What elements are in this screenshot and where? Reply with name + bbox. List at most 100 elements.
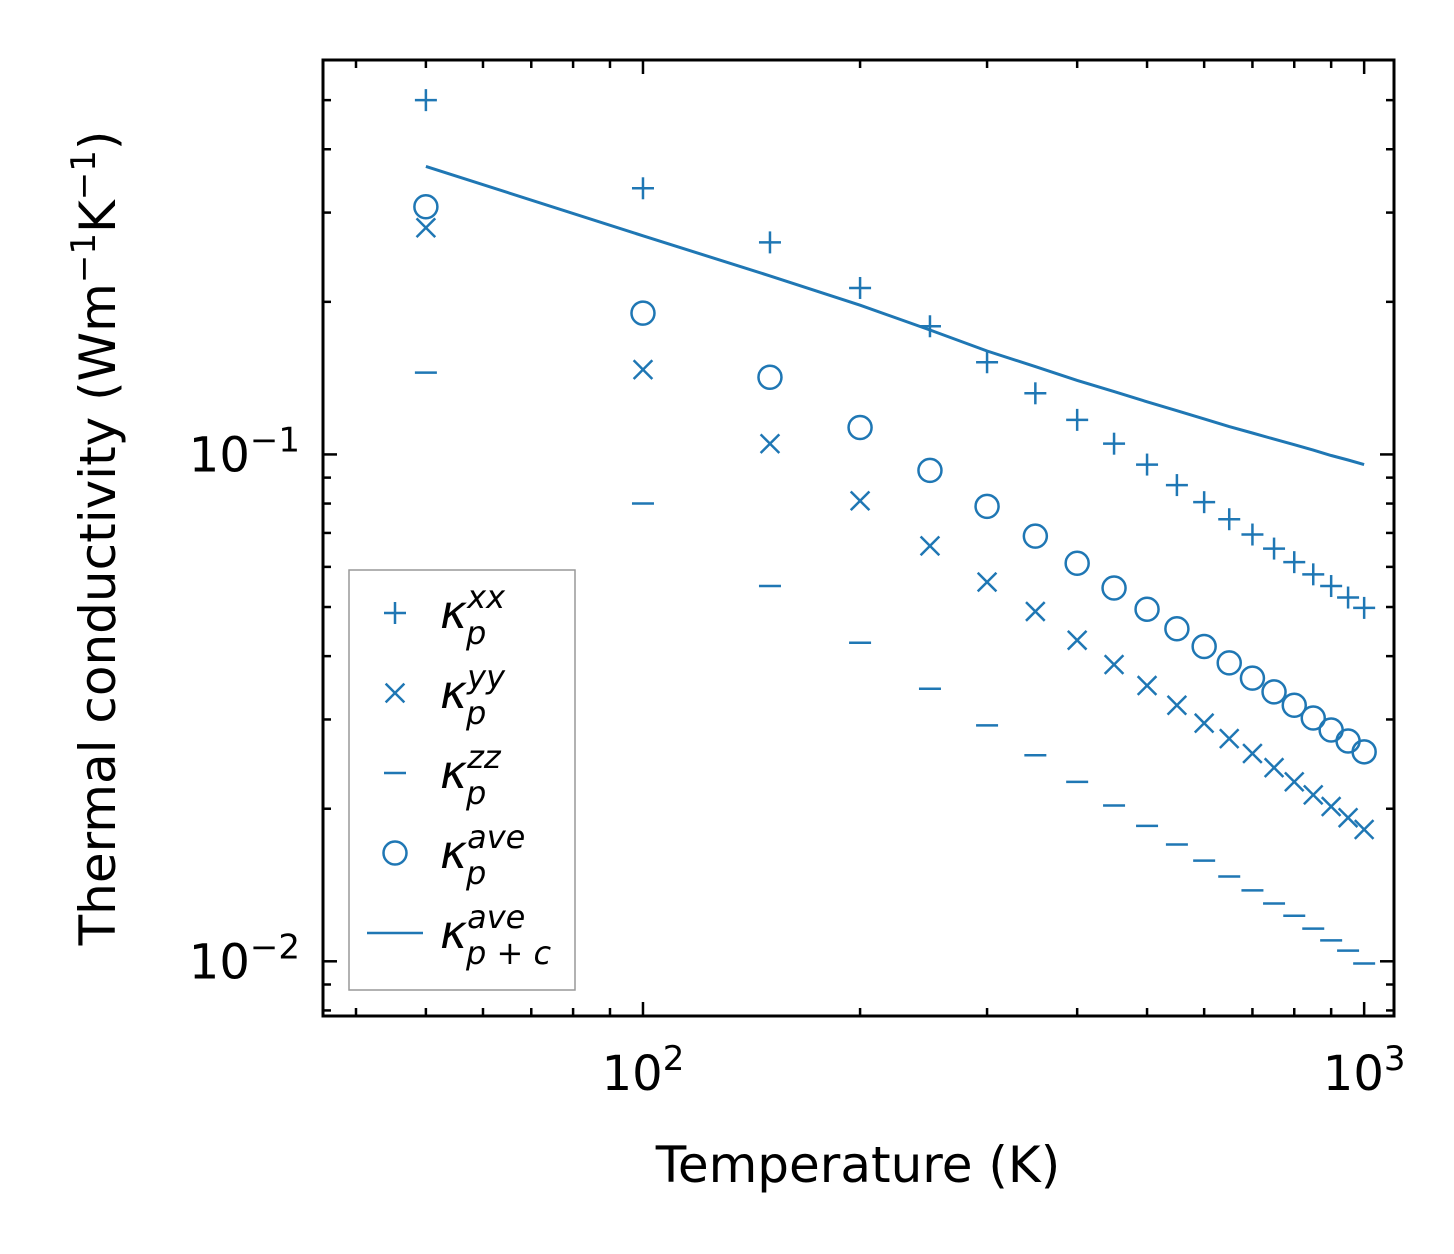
x-axis-label: Temperature (K)	[655, 1136, 1060, 1194]
point-kyy-d2	[1284, 771, 1305, 793]
legend-superscript: ave	[467, 898, 525, 936]
point-kyy	[1303, 784, 1324, 806]
point-kxx	[1066, 408, 1089, 431]
point-kyy-d2	[976, 571, 998, 593]
point-kave-c	[1064, 550, 1090, 576]
point-kyy-d2	[759, 433, 781, 454]
point-kave-c	[1239, 665, 1266, 691]
point-kyy	[976, 571, 998, 593]
point-kxx	[1024, 382, 1047, 405]
point-kave	[1022, 523, 1049, 549]
legend-marker-kave	[382, 840, 408, 866]
series-kyy	[415, 217, 1375, 840]
point-kave-c	[1216, 650, 1242, 676]
point-kyy	[1103, 654, 1125, 675]
point-kyy	[1263, 757, 1285, 778]
point-kave-c	[847, 414, 873, 441]
point-kyy-d2	[1303, 784, 1324, 806]
x-tick-label-base: 10	[602, 1046, 663, 1102]
point-kave-c	[1164, 615, 1190, 642]
y-tick-label-exp: −1	[250, 420, 300, 460]
point-kxx	[849, 276, 872, 299]
point-kave-c	[1281, 692, 1308, 719]
point-kave-c	[1191, 633, 1217, 660]
point-kxx	[758, 231, 781, 254]
y-axis-label-end: )	[69, 131, 127, 151]
point-kave	[1261, 679, 1287, 705]
point-kxx	[1193, 491, 1216, 514]
point-kxx	[631, 177, 654, 200]
legend-entry-kave: κave p	[382, 818, 525, 892]
point-kave	[1239, 665, 1266, 691]
legend-marker-kave-c	[382, 840, 408, 866]
point-kyy-d2	[849, 490, 871, 512]
y-axis-label-sup1: −1	[64, 233, 104, 283]
point-kave-c	[917, 457, 943, 484]
y-tick-label: 10−1	[189, 420, 300, 483]
y-axis-label-main: Thermal conductivity (Wm	[69, 283, 127, 946]
legend-kappa: κ	[440, 585, 467, 639]
point-kave	[847, 414, 873, 441]
point-kyy	[1136, 675, 1158, 696]
point-kave	[1300, 705, 1326, 731]
point-kave	[1335, 728, 1361, 754]
series-line-kave_pc	[425, 164, 1365, 467]
point-kxx	[976, 351, 999, 374]
point-kave	[1281, 692, 1308, 719]
legend-superscript: xx	[466, 578, 506, 616]
point-kyy	[1218, 728, 1240, 749]
y-axis-label: Thermal conductivity (Wm−1K−1)	[64, 131, 127, 947]
legend-entry-kxx: κxx p	[384, 578, 506, 652]
point-kyy	[1193, 712, 1215, 734]
series-kxx	[414, 89, 1376, 619]
point-kyy	[1166, 695, 1188, 716]
legend-subscript: p	[465, 694, 486, 732]
y-tick-label: 10−2	[189, 927, 300, 990]
point-kyy-d2	[1337, 807, 1359, 828]
y-axis-label-sup2: −1	[64, 150, 104, 200]
point-kyy	[849, 490, 871, 512]
x-tick-label-exp: 3	[1384, 1039, 1406, 1079]
point-kyy	[1242, 743, 1263, 764]
point-kxx	[1283, 551, 1306, 574]
point-kxx	[414, 89, 437, 112]
legend-superscript: ave	[467, 818, 525, 856]
point-kyy	[632, 359, 654, 380]
point-kave	[1318, 717, 1344, 743]
point-kxx	[1136, 453, 1159, 476]
y-axis-label-k: K	[69, 199, 127, 233]
point-kave	[1351, 739, 1377, 765]
legend-box	[348, 569, 576, 991]
point-kxx	[1218, 508, 1241, 531]
point-kave	[1191, 633, 1217, 660]
x-tick-label: 102	[602, 1039, 685, 1102]
point-kxx	[1103, 432, 1126, 455]
point-kave-c	[630, 300, 656, 326]
point-kave-c	[757, 364, 783, 390]
legend-entry-kave_pc: κave p + c	[367, 898, 551, 972]
legend-label-kxx: κxx p	[440, 578, 506, 652]
point-kave-c	[1335, 728, 1361, 754]
point-kyy-d2	[919, 535, 941, 557]
y-tick-label-base: 10	[189, 934, 250, 990]
legend-marker-kxx	[384, 602, 406, 624]
point-kyy	[919, 535, 941, 557]
series-kave	[413, 194, 1377, 765]
x-tick-label-base: 10	[1323, 1046, 1384, 1102]
point-kxx	[1337, 586, 1360, 609]
point-kave	[1164, 615, 1190, 642]
data-marks	[413, 89, 1377, 965]
point-kave	[1101, 575, 1127, 601]
legend-marker-kyy	[384, 682, 406, 704]
legend-subscript: p	[465, 774, 486, 812]
point-kave-c	[1101, 575, 1127, 601]
point-kyy-d2	[1166, 695, 1188, 716]
point-kxx	[1302, 563, 1325, 586]
legend-entry-kyy: κyy p	[384, 658, 506, 732]
legend-entry-kzz: κzz p	[384, 738, 502, 812]
major-ticks	[323, 60, 1394, 1016]
legend-kappa: κ	[440, 745, 467, 799]
legend-label-kzz: κzz p	[440, 738, 502, 812]
